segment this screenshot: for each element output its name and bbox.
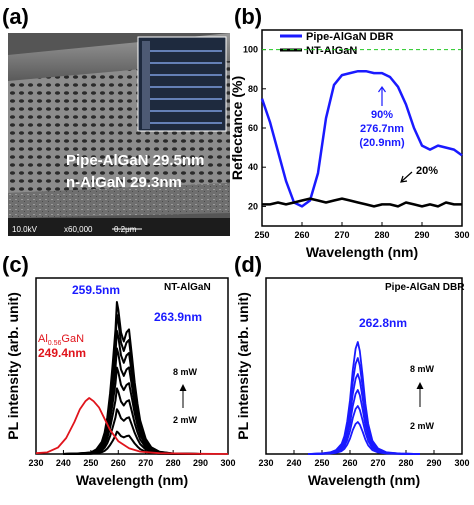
x-axis-title: Wavelength (nm) [76,472,188,488]
pl-curve-nt-3 [63,366,201,455]
panel-d-letter: (d) [234,252,262,277]
x-tick-label: 250 [254,230,269,240]
pl-curve-nt-0 [63,430,201,455]
pl-curve-nt-7 [63,301,201,455]
pl-pipe-dbr-plot: Pipe-AlGaN DBR 262.8nm 8 mW 2 mW 230 240 2… [235,277,470,488]
sem-micrograph [8,33,230,236]
legend-title-nt: NT-AlGaN [164,282,211,293]
panel-b-letter: (b) [234,4,262,29]
x-tick-label: 300 [454,230,469,240]
y-tick-label: 20 [248,201,258,211]
x-tick-label: 290 [414,230,429,240]
x-axis-title: Wavelength (nm) [308,472,420,488]
x-tick-label: 260 [294,230,309,240]
y-tick-label: 100 [243,45,258,55]
peak-label-259: 259.5nm [72,283,120,297]
x-tick-label: 230 [28,458,43,468]
reflectance-plot: Pipe-AlGaN DBR NT-AlGaN 90% 276.7nm (20.… [229,29,470,260]
red-label-base: Al [38,333,48,345]
x-tick-label: 290 [193,458,208,468]
x-tick-label: 260 [111,458,126,468]
annotation-arrow-90pct [378,85,386,106]
x-tick-label: 300 [454,458,469,468]
x-tick-label: 240 [56,458,71,468]
x-tick-label: 240 [286,458,301,468]
x-tick-label: 270 [370,458,385,468]
x-tick-label: 270 [138,458,153,468]
power-arrow-head-d [416,382,424,389]
legend: Pipe-AlGaN DBR NT-AlGaN [280,31,393,57]
red-label-sub: 0.56 [48,340,62,347]
pl-curve-nt-2 [63,387,201,455]
power-label-high: 8 mW [173,367,198,377]
x-tick-label: 280 [398,458,413,468]
x-tick-label: 260 [342,458,357,468]
annotation-arrow-20pct [400,171,413,183]
annotation-bandwidth: (20.9nm) [359,137,405,149]
legend-label-nt: NT-AlGaN [306,45,357,57]
sem-footer-mag: x60,000 [64,225,93,234]
y-tick-label: 80 [248,84,258,94]
x-tick-label: 280 [374,230,389,240]
pl-nt-algan-plot: NT-AlGaN 259.5nm 263.9nm Al0.56GaN 249.4… [5,277,236,488]
panel-c-letter: (c) [2,252,29,277]
legend-label-pipe: Pipe-AlGaN DBR [306,31,393,43]
y-tick-label: 40 [248,162,258,172]
series-line-nt-algan [262,197,462,208]
sem-footer-scale: 0.2μm [114,225,137,234]
sem-label-line1: Pipe-AlGaN 29.5nm [66,152,204,169]
x-tick-label: 280 [166,458,181,468]
panel-a-letter: (a) [2,4,29,29]
annotation-center-wl: 276.7nm [360,123,404,135]
power-arrow-head [179,384,187,391]
peak-label-249: 249.4nm [38,346,86,360]
x-tick-label: 250 [83,458,98,468]
x-axis-title: Wavelength (nm) [306,244,418,260]
y-tick-label: 60 [248,123,258,133]
peak-label-263: 263.9nm [154,310,202,324]
x-tick-label: 230 [258,458,273,468]
red-series-label: Al0.56GaN [38,333,84,347]
legend-title-pipe: Pipe-AlGaN DBR [385,282,465,293]
power-label-low-d: 2 mW [410,421,435,431]
plot-frame [35,277,229,455]
sem-inset [137,36,227,132]
plot-frame [265,277,463,455]
pl-curve-al056gan [35,397,229,455]
pl-curve-pipe-4 [307,357,421,455]
x-tick-label: 300 [220,458,235,468]
sem-footer-kv: 10.0kV [12,225,38,234]
y-axis-title: PL intensity (arb. unit) [235,292,251,440]
y-axis-title: PL intensity (arb. unit) [5,292,21,440]
sem-label-line2: n-AlGaN 29.3nm [66,174,182,191]
pl-curve-pipe-5 [307,341,421,455]
annotation-20pct: 20% [416,165,438,177]
annotation-90pct: 90% [371,109,393,121]
y-axis-title: Reflectance (%) [229,76,245,180]
red-label-tail: GaN [61,333,84,345]
pl-curve-nt-1 [63,408,201,455]
x-tick-label: 250 [314,458,329,468]
x-tick-label: 270 [334,230,349,240]
peak-label-262: 262.8nm [359,316,407,330]
power-label-low: 2 mW [173,415,198,425]
x-tick-label: 290 [426,458,441,468]
power-label-high-d: 8 mW [410,364,435,374]
